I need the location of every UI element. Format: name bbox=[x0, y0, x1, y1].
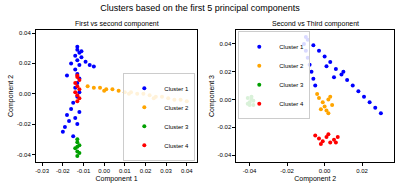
svg-text:0.03: 0.03 bbox=[160, 168, 172, 174]
svg-text:0.04: 0.04 bbox=[220, 41, 232, 47]
svg-text:Cluster 3: Cluster 3 bbox=[279, 82, 304, 88]
svg-text:-0.02: -0.02 bbox=[280, 168, 294, 174]
svg-text:0.04: 0.04 bbox=[181, 168, 193, 174]
svg-text:-0.02: -0.02 bbox=[17, 121, 31, 127]
svg-text:Cluster 1: Cluster 1 bbox=[279, 44, 304, 50]
svg-text:Cluster 4: Cluster 4 bbox=[164, 143, 189, 149]
svg-text:0.04: 0.04 bbox=[19, 30, 31, 36]
svg-text:Cluster 2: Cluster 2 bbox=[164, 105, 189, 111]
svg-text:-0.03: -0.03 bbox=[35, 168, 49, 174]
svg-text:First vs second component: First vs second component bbox=[75, 20, 159, 28]
svg-text:0.00: 0.00 bbox=[19, 91, 31, 97]
svg-text:Component 2: Component 2 bbox=[7, 75, 15, 117]
svg-text:0.00: 0.00 bbox=[220, 97, 232, 103]
svg-text:Component 2: Component 2 bbox=[294, 175, 336, 183]
svg-text:-0.04: -0.04 bbox=[218, 152, 232, 158]
svg-text:0.00: 0.00 bbox=[319, 168, 331, 174]
svg-text:Cluster 2: Cluster 2 bbox=[279, 63, 304, 69]
svg-text:0.02: 0.02 bbox=[356, 168, 368, 174]
svg-text:-0.02: -0.02 bbox=[218, 124, 232, 130]
svg-text:-0.02: -0.02 bbox=[56, 168, 70, 174]
svg-text:0.00: 0.00 bbox=[98, 168, 110, 174]
svg-text:Cluster 1: Cluster 1 bbox=[164, 86, 189, 92]
svg-text:0.02: 0.02 bbox=[220, 69, 232, 75]
svg-text:0.02: 0.02 bbox=[140, 168, 152, 174]
svg-text:0.02: 0.02 bbox=[19, 60, 31, 66]
svg-text:Clusters based on the first 5: Clusters based on the first 5 principal … bbox=[100, 3, 300, 13]
svg-text:Cluster 3: Cluster 3 bbox=[164, 124, 189, 130]
svg-text:Component 1: Component 1 bbox=[96, 175, 138, 183]
svg-text:0.01: 0.01 bbox=[119, 168, 131, 174]
svg-text:Component 3: Component 3 bbox=[208, 75, 216, 117]
svg-text:-0.01: -0.01 bbox=[77, 168, 91, 174]
svg-text:Cluster 4: Cluster 4 bbox=[279, 101, 304, 107]
svg-text:Second vs Third component: Second vs Third component bbox=[272, 20, 359, 28]
svg-text:-0.04: -0.04 bbox=[243, 168, 257, 174]
svg-text:-0.04: -0.04 bbox=[17, 152, 31, 158]
